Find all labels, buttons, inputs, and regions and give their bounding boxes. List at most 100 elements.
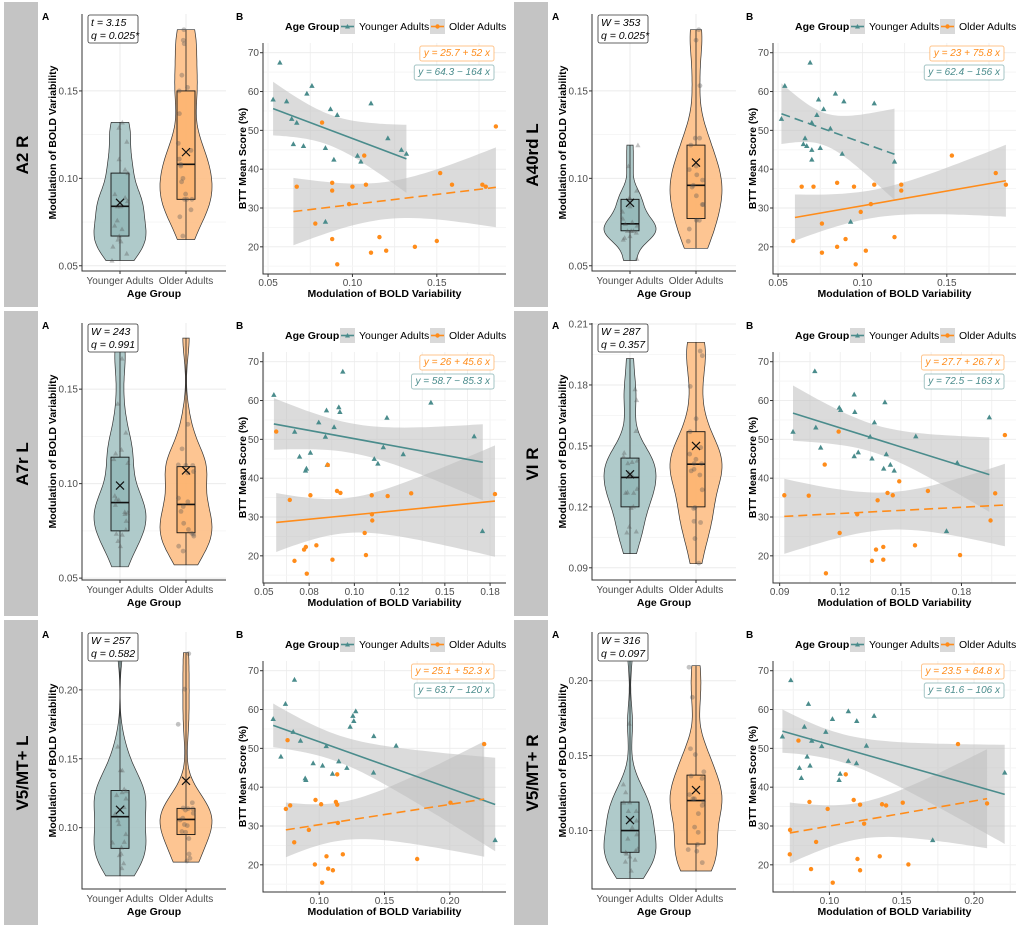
jitter-point <box>634 256 640 261</box>
legend-marker-circle <box>945 333 950 338</box>
jitter-point <box>620 236 626 242</box>
jitter-point <box>692 135 698 141</box>
y-tick-label: 20 <box>758 242 770 253</box>
data-point-older <box>843 236 848 242</box>
data-point-younger <box>319 762 326 768</box>
region-label: A2 R <box>13 136 32 175</box>
stat-test: t = 3.15 <box>91 17 126 29</box>
jitter-point <box>116 821 122 827</box>
x-tick-label: 0.05 <box>768 278 788 289</box>
data-point-younger <box>853 760 860 766</box>
jitter-point <box>123 430 129 435</box>
confidence-band-older <box>789 749 988 864</box>
panel-b-tag: B <box>746 12 753 23</box>
jitter-point <box>629 824 635 830</box>
data-point-older <box>437 170 443 176</box>
jitter-point <box>625 460 631 466</box>
jitter-point <box>124 198 131 204</box>
data-point-older <box>335 772 340 777</box>
jitter-point <box>109 257 115 263</box>
y-tick-label: 0.20 <box>59 685 79 696</box>
data-point-younger <box>351 718 357 723</box>
x-tick-label: 0.10 <box>820 896 840 907</box>
jitter-point <box>623 851 630 856</box>
data-point-younger <box>1002 769 1008 775</box>
jitter-point <box>176 543 182 549</box>
jitter-point <box>696 27 702 33</box>
equation-older: y = 27.7 + 26.7 x <box>921 354 1005 371</box>
y-tick-label: 60 <box>758 396 770 407</box>
x-category-label: Older Adults <box>159 276 213 287</box>
data-point-older <box>837 530 842 536</box>
jitter-point <box>625 163 632 169</box>
data-point-younger <box>278 753 284 759</box>
jitter-point <box>181 41 187 47</box>
data-point-younger <box>851 453 857 459</box>
jitter-point <box>177 111 182 117</box>
data-point-younger <box>492 837 498 843</box>
x-category-label: Younger Adults <box>597 585 664 596</box>
jitter-point <box>698 520 703 525</box>
y-tick-label: 50 <box>248 435 260 446</box>
data-point-younger <box>871 419 878 425</box>
box <box>176 90 196 200</box>
data-point-older <box>806 493 811 498</box>
data-point-older <box>782 493 787 498</box>
data-point-younger <box>358 158 364 164</box>
y-tick-label: 40 <box>248 474 260 485</box>
x-category-label: Younger Adults <box>597 894 664 905</box>
x-axis-title: Age Group <box>127 288 181 300</box>
equation-older: y = 23.5 + 64.8 x <box>921 663 1005 680</box>
y-tick-label: 20 <box>248 860 260 871</box>
data-point-younger <box>804 753 810 759</box>
y-tick-label: 20 <box>758 551 770 562</box>
stat-q: q = 0.097 <box>601 648 646 660</box>
scatter-plot: 0.09 0.12 0.15 0.18 20 30 40 50 60 70 BTT Mean Sco… <box>747 352 1016 609</box>
data-point-older <box>890 493 895 498</box>
y-tick-label: 0.05 <box>569 261 589 272</box>
stat-test: W = 353 <box>601 17 641 29</box>
equation-younger: y = 72.5 − 163 x <box>923 373 1005 390</box>
y-tick-label: 40 <box>248 165 260 176</box>
data-point-younger <box>913 433 919 439</box>
equation-text: y = 61.6 − 106 x <box>927 685 1001 696</box>
equation-box <box>419 354 495 371</box>
data-point-younger <box>283 98 290 104</box>
data-point-younger <box>871 100 877 106</box>
y-tick-label: 40 <box>758 165 770 176</box>
data-point-younger <box>291 676 298 682</box>
jitter-point <box>124 510 131 515</box>
data-point-younger <box>400 451 406 457</box>
jitter-point <box>689 184 695 190</box>
jitter-point <box>628 867 634 873</box>
equation-older: y = 25.7 + 52 x <box>419 45 495 62</box>
data-point-younger <box>809 147 815 152</box>
panel-b-tag: B <box>236 630 243 641</box>
data-point-younger <box>297 737 304 743</box>
violin-plot: 0.05 0.10 0.15 Younger Adults Older Adults Mo… <box>557 14 736 300</box>
data-point-older <box>329 180 335 185</box>
data-point-older <box>369 493 374 498</box>
jitter-point <box>622 221 628 226</box>
jitter-point <box>186 836 192 841</box>
data-point-younger <box>393 742 399 748</box>
x-category-label: Older Adults <box>669 276 723 287</box>
equation-box <box>921 663 1005 680</box>
data-point-older <box>957 552 963 558</box>
jitter-point <box>689 694 695 700</box>
jitter-point <box>701 799 707 804</box>
y-tick-label: 70 <box>248 666 260 677</box>
legend: Age Group Younger Adults Older Adults <box>285 637 506 652</box>
box <box>620 198 640 232</box>
x-tick-label: 0.10 <box>853 278 873 289</box>
panel-a-tag: A <box>42 12 49 23</box>
legend-marker-circle <box>945 24 950 29</box>
x-tick-label: 0.05 <box>254 587 274 598</box>
legend: Age Group Younger Adults Older Adults <box>795 19 1016 34</box>
jitter-point <box>119 767 125 773</box>
jitter-point <box>699 202 705 207</box>
jitter-point <box>699 802 705 808</box>
violin-older <box>159 29 213 240</box>
